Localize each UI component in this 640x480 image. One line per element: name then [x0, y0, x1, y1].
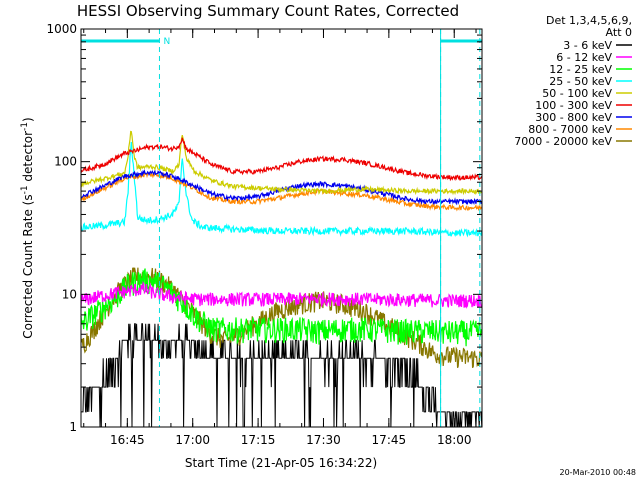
x-tick-label-5: 18:00: [437, 433, 472, 447]
series-line-4: [80, 130, 483, 196]
y-tick-label-2: 100: [54, 155, 77, 169]
x-tick-label-1: 17:00: [175, 433, 210, 447]
legend-header-line-2: Att 0: [606, 26, 632, 39]
series-line-7: [80, 171, 483, 212]
legend-label-1: 6 - 12 keV: [556, 51, 612, 64]
y-axis-label: Corrected Count Rate (s-1 detector-1): [20, 117, 35, 338]
series-line-5: [80, 137, 483, 182]
x-tick-label-4: 17:45: [372, 433, 407, 447]
legend-label-3: 25 - 50 keV: [549, 75, 612, 88]
legend-label-7: 800 - 7000 keV: [528, 123, 612, 136]
legend-label-6: 300 - 800 keV: [535, 111, 612, 124]
x-tick-label-3: 17:30: [306, 433, 341, 447]
series-line-2: [80, 268, 483, 347]
y-tick-label-0: 1: [69, 420, 77, 434]
series-line-1: [80, 280, 483, 309]
legend-header-line-1: Det 1,3,4,5,6,9,: [546, 14, 632, 27]
plot-area: N: [80, 29, 483, 428]
chart-title: HESSI Observing Summary Count Rates, Cor…: [77, 2, 459, 20]
legend-label-0: 3 - 6 keV: [563, 39, 612, 52]
legend-label-8: 7000 - 20000 keV: [514, 135, 612, 148]
axes: 1 10 100 1000 16:45 17:00 17:15 17:30 17:45 18:00: [46, 22, 482, 447]
x-tick-label-2: 17:15: [241, 433, 276, 447]
series-line-3: [80, 141, 483, 238]
y-tick-label-1: 10: [62, 287, 77, 301]
series-line-0: [81, 323, 483, 428]
legend-label-2: 12 - 25 keV: [549, 63, 612, 76]
legend-label-4: 50 - 100 keV: [542, 87, 612, 100]
legend-label-5: 100 - 300 keV: [535, 99, 612, 112]
night-marker-label: N: [163, 37, 170, 47]
x-tick-label-0: 16:45: [110, 433, 145, 447]
y-tick-label-3: 1000: [46, 22, 77, 36]
x-axis-label: Start Time (21-Apr-05 16:34:22): [185, 456, 377, 470]
footer-timestamp: 20-Mar-2010 00:48: [560, 468, 637, 477]
plot-frame: [80, 28, 483, 428]
